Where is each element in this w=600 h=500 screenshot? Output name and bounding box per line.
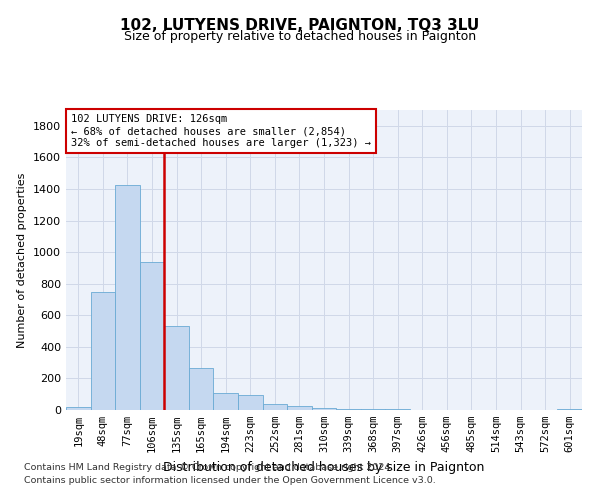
Bar — [91, 292, 115, 410]
Bar — [361, 409, 385, 410]
X-axis label: Distribution of detached houses by size in Paignton: Distribution of detached houses by size … — [163, 460, 485, 473]
Bar — [115, 185, 140, 410]
Bar — [214, 394, 238, 410]
Text: Contains HM Land Registry data © Crown copyright and database right 2024.: Contains HM Land Registry data © Crown c… — [24, 464, 394, 472]
Bar — [557, 408, 582, 410]
Bar — [140, 262, 164, 410]
Bar — [287, 406, 312, 410]
Bar — [66, 406, 91, 410]
Bar — [238, 396, 263, 410]
Bar — [189, 368, 214, 410]
Text: Contains public sector information licensed under the Open Government Licence v3: Contains public sector information licen… — [24, 476, 436, 485]
Bar — [336, 408, 361, 410]
Y-axis label: Number of detached properties: Number of detached properties — [17, 172, 28, 348]
Bar — [263, 404, 287, 410]
Text: Size of property relative to detached houses in Paignton: Size of property relative to detached ho… — [124, 30, 476, 43]
Bar — [164, 326, 189, 410]
Text: 102 LUTYENS DRIVE: 126sqm
← 68% of detached houses are smaller (2,854)
32% of se: 102 LUTYENS DRIVE: 126sqm ← 68% of detac… — [71, 114, 371, 148]
Text: 102, LUTYENS DRIVE, PAIGNTON, TQ3 3LU: 102, LUTYENS DRIVE, PAIGNTON, TQ3 3LU — [121, 18, 479, 32]
Bar — [312, 408, 336, 410]
